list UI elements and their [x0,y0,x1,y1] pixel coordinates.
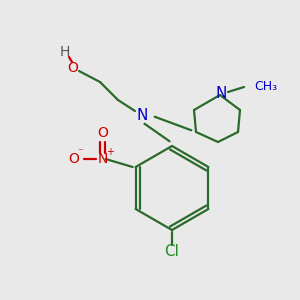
Text: O: O [68,61,78,75]
Text: N: N [136,107,148,122]
Text: O: O [68,152,79,166]
Text: ⁻: ⁻ [78,147,84,157]
Text: Cl: Cl [165,244,179,260]
Text: N: N [98,152,108,166]
Text: O: O [97,126,108,140]
Text: N: N [215,86,227,101]
Text: H: H [60,45,70,59]
Text: +: + [106,147,114,157]
Text: CH₃: CH₃ [254,80,277,94]
